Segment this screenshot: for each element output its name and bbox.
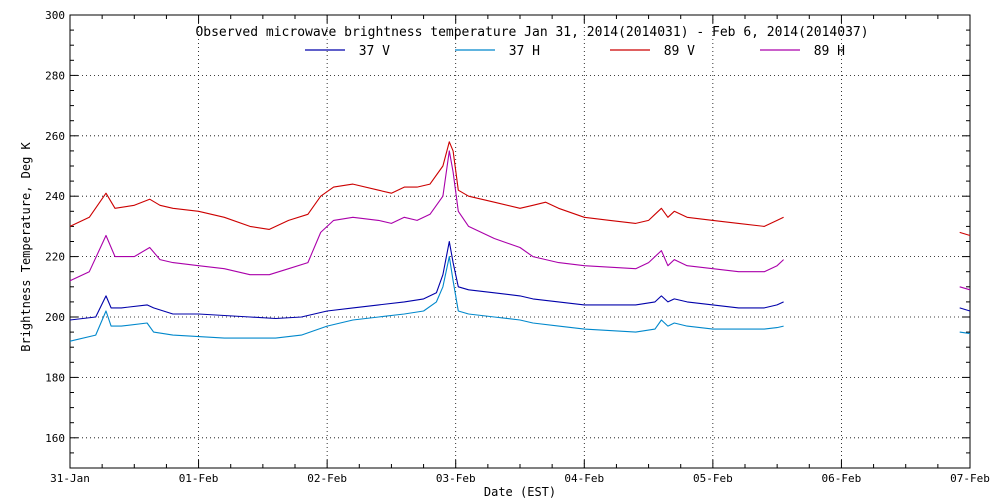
tick-layer: 160 180 200 220 240 260 280 300 31-Jan 01-Feb 02-F…: [45, 9, 990, 485]
chart-title: Observed microwave brightness temperatur…: [195, 25, 868, 40]
y-tick-label: 160: [45, 432, 65, 445]
y-tick-label: 180: [45, 371, 65, 384]
grid-layer: [70, 15, 970, 468]
series-37-h: [69, 256, 971, 342]
x-tick-label: 06-Feb: [822, 472, 862, 485]
legend-label: 37 H: [509, 44, 540, 59]
series-layer: [69, 141, 971, 342]
series-line: [69, 150, 784, 282]
x-tick-label: 02-Feb: [307, 472, 347, 485]
legend: 37 V 37 H 89 V 89 H: [305, 44, 845, 59]
x-tick-label: 07-Feb: [950, 472, 990, 485]
series-line: [959, 286, 971, 291]
y-tick-label: 200: [45, 311, 65, 324]
y-tick-label: 280: [45, 69, 65, 82]
y-tick-label: 240: [45, 190, 65, 203]
series-89-v: [69, 141, 971, 237]
legend-label: 89 V: [664, 44, 695, 59]
series-line: [959, 307, 971, 312]
x-axis-label: Date (EST): [484, 485, 556, 499]
series-line: [959, 331, 971, 335]
series-line: [69, 141, 784, 230]
y-tick-label: 220: [45, 251, 65, 264]
series-89-h: [69, 150, 971, 291]
series-line: [959, 231, 971, 237]
series-line: [69, 256, 784, 342]
x-tick-label: 01-Feb: [179, 472, 219, 485]
series-37-v: [69, 240, 971, 321]
x-tick-label: 31-Jan: [50, 472, 90, 485]
x-tick-label: 05-Feb: [693, 472, 733, 485]
y-axis-label: Brightness Temperature, Deg K: [19, 141, 33, 351]
series-line: [69, 240, 784, 321]
legend-label: 37 V: [359, 44, 390, 59]
y-tick-label: 260: [45, 130, 65, 143]
plot-frame: [69, 14, 971, 469]
y-tick-label: 300: [45, 9, 65, 22]
x-tick-label: 03-Feb: [436, 472, 476, 485]
legend-label: 89 H: [814, 44, 845, 59]
x-tick-label: 04-Feb: [564, 472, 604, 485]
